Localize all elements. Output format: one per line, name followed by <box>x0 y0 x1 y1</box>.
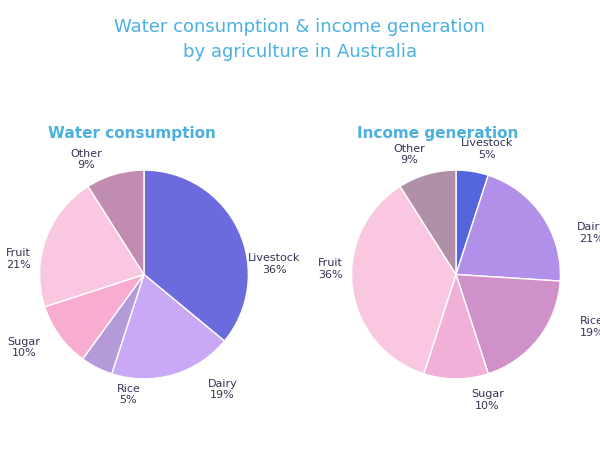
Text: Rice
19%: Rice 19% <box>580 316 600 338</box>
Text: Water consumption: Water consumption <box>48 126 216 141</box>
Text: Dairy
21%: Dairy 21% <box>577 222 600 243</box>
Wedge shape <box>112 274 224 379</box>
Wedge shape <box>352 186 456 374</box>
Wedge shape <box>40 186 144 307</box>
Wedge shape <box>144 170 248 341</box>
Text: Rice
5%: Rice 5% <box>116 384 140 405</box>
Text: Other
9%: Other 9% <box>393 144 425 165</box>
Text: Livestock
5%: Livestock 5% <box>461 139 514 160</box>
Wedge shape <box>45 274 144 359</box>
Text: Sugar
10%: Sugar 10% <box>471 389 504 410</box>
Wedge shape <box>456 175 560 281</box>
Wedge shape <box>83 274 144 374</box>
Text: Livestock
36%: Livestock 36% <box>248 253 301 275</box>
Wedge shape <box>424 274 488 379</box>
Wedge shape <box>456 170 488 274</box>
Text: Dairy
19%: Dairy 19% <box>208 378 237 400</box>
Text: Fruit
21%: Fruit 21% <box>6 248 31 270</box>
Text: Sugar
10%: Sugar 10% <box>8 337 40 358</box>
Text: Water consumption & income generation
by agriculture in Australia: Water consumption & income generation by… <box>115 18 485 61</box>
Text: Fruit
36%: Fruit 36% <box>318 258 343 280</box>
Wedge shape <box>88 170 144 274</box>
Text: Income generation: Income generation <box>358 126 518 141</box>
Wedge shape <box>400 170 456 274</box>
Wedge shape <box>456 274 560 374</box>
Text: Other
9%: Other 9% <box>71 149 103 171</box>
